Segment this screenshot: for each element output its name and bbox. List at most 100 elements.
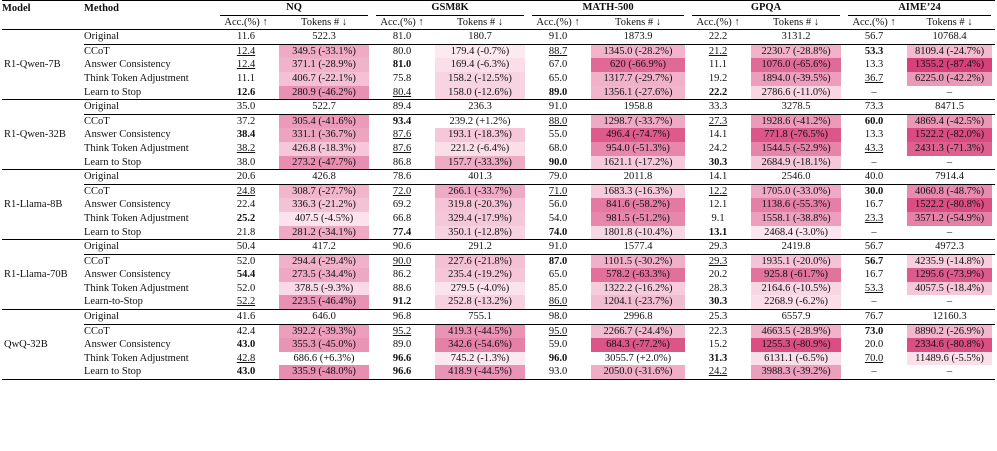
method-name: CCoT — [84, 253, 216, 269]
accuracy-value: 12.1 — [708, 199, 728, 211]
tokens-cell: – — [904, 86, 995, 100]
table-row: R1-Llama-70B Answer Consistency 54.4 273.5 … — [2, 268, 995, 282]
tokens-value: 1522.2 (-82.0%) — [907, 128, 993, 142]
tokens-value: 2268.9 (-6.2%) — [751, 295, 842, 310]
accuracy-value: 95.2 — [392, 325, 412, 337]
accuracy-cell: 22.4 — [216, 198, 276, 212]
accuracy-cell: 91.0 — [528, 99, 588, 115]
tokens-cell: 1705.0 (-33.0%) — [748, 183, 845, 199]
accuracy-cell: 65.0 — [528, 268, 588, 282]
accuracy-value: 81.0 — [392, 31, 412, 43]
tokens-cell: 407.5 (-4.5%) — [276, 211, 372, 226]
tokens-cell: 273.5 (-34.4%) — [276, 268, 372, 282]
tokens-cell: 2684.9 (-18.1%) — [748, 155, 844, 170]
tokens-value: 1322.2 (-16.2%) — [591, 281, 686, 296]
table-row: CCoT 12.4 349.5 (-33.1%) 80.0 179.4 (-0.7%) 8… — [2, 43, 996, 59]
tokens-cell: 11489.6 (-5.5%) — [904, 351, 995, 366]
tokens-value: 8109.4 (-24.7%) — [907, 45, 993, 59]
table-row: Original 11.6 522.3 81.0 180.7 91.0 1873.9 22.2… — [2, 29, 996, 45]
table-row: Learn to Stop 12.6 280.9 (-46.2%) 80.4 158.0… — [2, 85, 995, 100]
tokens-value: 1204.1 (-23.7%) — [591, 295, 686, 310]
model-name — [2, 212, 84, 226]
tokens-cell: 954.0 (-51.3%) — [588, 141, 688, 156]
accuracy-value: 70.0 — [864, 352, 884, 364]
accuracy-value: 30.3 — [708, 156, 728, 168]
accuracy-cell: 95.2 — [372, 323, 432, 339]
tokens-cell: 1522.2 (-82.0%) — [904, 128, 995, 142]
header-row-metrics: Acc.(%) ↑ Tokens # ↓ Acc.(%) ↑ Tokens # ↓ Ac… — [2, 16, 995, 30]
tokens-cell: 158.0 (-12.6%) — [432, 85, 528, 100]
tokens-cell: 179.4 (-0.7%) — [432, 43, 528, 59]
tokens-cell: 2266.7 (-24.4%) — [588, 323, 689, 339]
accuracy-cell: 14.1 — [688, 169, 749, 185]
tokens-value: 2230.7 (-28.8%) — [751, 45, 842, 59]
tokens-value: 378.5 (-9.3%) — [279, 281, 369, 296]
accuracy-value: 87.6 — [392, 129, 412, 141]
accuracy-cell: 50.4 — [216, 239, 276, 255]
tokens-value: – — [946, 226, 953, 238]
table-row: QwQ-32B Answer Consistency 43.0 355.3 (-45.… — [2, 338, 995, 352]
tokens-value: 319.8 (-20.3%) — [435, 198, 525, 212]
model-name — [2, 169, 84, 185]
table-row: R1-Qwen-32B Answer Consistency 38.4 331.1 (… — [2, 128, 995, 142]
tokens-cell: 401.3 — [432, 169, 528, 185]
header-acc: Acc.(%) ↑ — [224, 16, 268, 28]
accuracy-cell: 23.3 — [844, 212, 904, 226]
accuracy-value: 98.0 — [548, 311, 568, 323]
accuracy-cell: – — [844, 295, 904, 309]
tokens-cell: 3278.5 — [748, 99, 845, 115]
tokens-cell: 4663.5 (-28.9%) — [748, 323, 845, 339]
tokens-cell: 522.7 — [276, 99, 372, 115]
accuracy-cell: 74.0 — [528, 226, 588, 240]
tokens-value: 401.3 — [468, 171, 492, 183]
tokens-value: 179.4 (-0.7%) — [435, 45, 525, 59]
tokens-value: 407.5 (-4.5%) — [279, 211, 369, 226]
accuracy-value: 12.2 — [708, 185, 728, 197]
table-row: Learn-to-Stop 52.2 223.5 (-46.4%) 91.2 252.8… — [2, 295, 995, 310]
tokens-value: 6225.0 (-42.2%) — [907, 71, 993, 86]
results-table: Model Method NQ GSM8K MATH-500 GPQA AIME… — [2, 0, 996, 381]
accuracy-value: 52.0 — [236, 282, 256, 294]
tokens-value: 2684.9 (-18.1%) — [751, 155, 842, 170]
tokens-value: 2334.6 (-80.8%) — [907, 338, 993, 352]
accuracy-value: 23.3 — [864, 212, 884, 224]
accuracy-cell: 93.0 — [528, 365, 588, 381]
accuracy-value: 56.0 — [548, 199, 568, 211]
tokens-cell: 841.6 (-58.2%) — [588, 198, 688, 212]
accuracy-value: 54.4 — [236, 269, 256, 281]
accuracy-value: 68.0 — [548, 142, 568, 154]
tokens-value: 925.8 (-61.7%) — [751, 268, 842, 282]
accuracy-value: 79.0 — [548, 171, 568, 183]
tokens-value: 419.3 (-44.5%) — [435, 325, 525, 339]
accuracy-cell: 52.2 — [216, 295, 276, 309]
tokens-cell: 417.2 — [276, 239, 372, 255]
tokens-value: 12160.3 — [932, 311, 967, 323]
tokens-cell: 4972.3 — [904, 239, 996, 255]
tokens-cell: 308.7 (-27.7%) — [276, 183, 372, 199]
tokens-value: 157.7 (-33.3%) — [435, 155, 525, 170]
model-name: QwQ-32B — [4, 339, 48, 351]
table-row: Original 35.0 522.7 89.4 236.3 91.0 1958.8 33.3… — [2, 99, 996, 115]
tokens-cell: 342.6 (-54.6%) — [432, 338, 528, 352]
tokens-value: 158.0 (-12.6%) — [435, 85, 525, 100]
accuracy-cell: 12.6 — [216, 86, 276, 100]
accuracy-value: 29.3 — [708, 241, 728, 253]
table-row: Learn to Stop 21.8 281.2 (-34.1%) 77.4 350.1… — [2, 225, 995, 240]
accuracy-cell: 12.1 — [688, 198, 748, 212]
tokens-value: 1138.6 (-55.3%) — [751, 198, 842, 212]
accuracy-cell: 65.0 — [528, 72, 588, 86]
accuracy-cell: 72.0 — [372, 183, 432, 199]
accuracy-value: 65.0 — [548, 269, 568, 281]
accuracy-cell: 88.6 — [372, 282, 432, 296]
tokens-value: 10768.4 — [932, 31, 967, 43]
accuracy-cell: 29.3 — [688, 253, 749, 269]
tokens-cell: 620 (-66.9%) — [588, 58, 688, 72]
accuracy-cell: 25.3 — [688, 309, 749, 325]
table-row: CCoT 42.4 392.2 (-39.3%) 95.2 419.3 (-44.5%)… — [2, 323, 996, 339]
tokens-cell: 496.4 (-74.7%) — [588, 128, 688, 142]
tokens-cell: 235.4 (-19.2%) — [432, 268, 528, 282]
header-dataset-math500: MATH-500 — [532, 2, 685, 16]
tokens-cell: 1298.7 (-33.7%) — [588, 113, 689, 129]
accuracy-cell: 71.0 — [528, 183, 588, 199]
tokens-value: 1958.8 — [623, 101, 653, 113]
